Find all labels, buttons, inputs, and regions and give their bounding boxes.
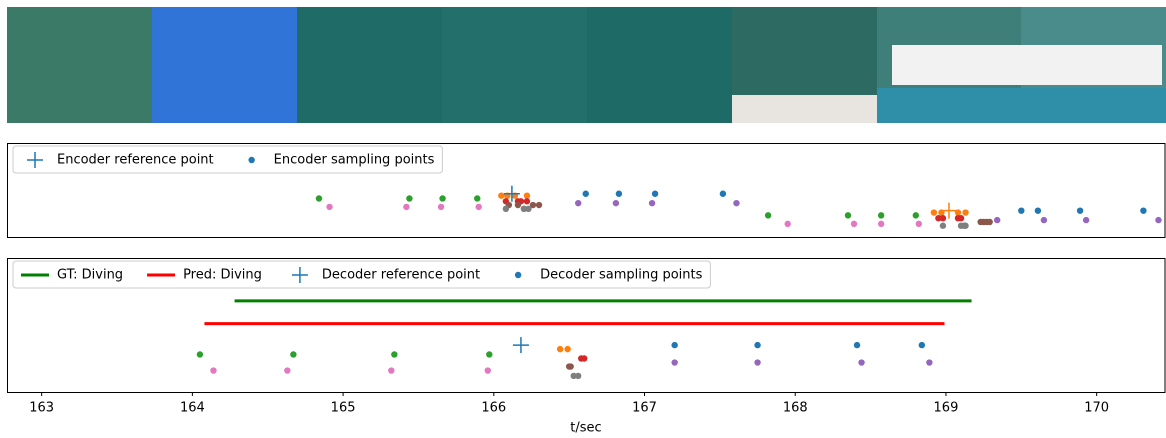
- sampling-point: [474, 195, 480, 201]
- sampling-point: [931, 209, 937, 215]
- sampling-point: [851, 221, 857, 227]
- sampling-point: [916, 221, 922, 227]
- frame: [152, 7, 297, 123]
- video-frames: [7, 7, 1166, 123]
- sampling-point: [986, 219, 992, 225]
- sampling-point: [581, 355, 587, 361]
- sampling-point: [290, 351, 296, 357]
- legend-label: Decoder reference point: [322, 268, 480, 283]
- frame: [297, 7, 442, 123]
- sampling-point: [1077, 207, 1083, 213]
- sampling-point: [652, 191, 658, 197]
- sampling-point: [962, 223, 968, 229]
- frame: [587, 7, 732, 123]
- sampling-point: [1155, 217, 1161, 223]
- sampling-point: [1083, 217, 1089, 223]
- sampling-point: [536, 202, 542, 208]
- x-tick-label: 170: [1084, 401, 1109, 416]
- sampling-point: [210, 367, 216, 373]
- x-axis-label: t/sec: [570, 421, 601, 436]
- sampling-point: [878, 221, 884, 227]
- frame-banner: [732, 95, 877, 123]
- sampling-point: [671, 359, 677, 365]
- x-tick-label: 163: [29, 401, 54, 416]
- sampling-point: [438, 204, 444, 210]
- chart: t/sec Encoder reference point Encoder sam…: [0, 0, 1166, 438]
- reference-point: [513, 337, 529, 353]
- sampling-point: [406, 195, 412, 201]
- sampling-point: [854, 342, 860, 348]
- legend-marker: [515, 272, 521, 278]
- page: t/sec Encoder reference point Encoder sam…: [0, 0, 1166, 438]
- sampling-point: [391, 351, 397, 357]
- sampling-point: [564, 346, 570, 352]
- x-tick-label: 168: [783, 401, 808, 416]
- sampling-point: [926, 359, 932, 365]
- sampling-point: [525, 206, 531, 212]
- sampling-point: [940, 215, 946, 221]
- sampling-point: [486, 351, 492, 357]
- sampling-point: [720, 191, 726, 197]
- sampling-point: [613, 200, 619, 206]
- sampling-point: [913, 212, 919, 218]
- sampling-point: [197, 351, 203, 357]
- sampling-point: [1041, 217, 1047, 223]
- x-tick-label: 166: [481, 401, 506, 416]
- sampling-point: [439, 195, 445, 201]
- sampling-point: [940, 223, 946, 229]
- sampling-point: [498, 192, 504, 198]
- sampling-point: [733, 200, 739, 206]
- legend-marker: [248, 157, 254, 163]
- sampling-point: [403, 204, 409, 210]
- sampling-point: [765, 212, 771, 218]
- legend-label: Encoder sampling points: [274, 153, 435, 168]
- sampling-point: [515, 202, 521, 208]
- sampling-point: [284, 367, 290, 373]
- sampling-point: [524, 192, 530, 198]
- legend-label: GT: Diving: [57, 268, 123, 283]
- sampling-point: [524, 198, 530, 204]
- sampling-point: [858, 359, 864, 365]
- legend-label: Encoder reference point: [57, 153, 214, 168]
- sampling-point: [785, 221, 791, 227]
- sampling-point: [878, 212, 884, 218]
- sampling-point: [557, 346, 563, 352]
- sampling-point: [616, 191, 622, 197]
- sampling-point: [754, 342, 760, 348]
- legend-label: Pred: Diving: [183, 268, 262, 283]
- frame-banner: [892, 45, 1162, 85]
- sampling-point: [503, 206, 509, 212]
- frame: [442, 7, 587, 123]
- sampling-point: [958, 215, 964, 221]
- sampling-point: [575, 200, 581, 206]
- sampling-point: [919, 342, 925, 348]
- sampling-point: [754, 359, 760, 365]
- sampling-point: [485, 367, 491, 373]
- sampling-point: [1140, 207, 1146, 213]
- sampling-point: [1018, 207, 1024, 213]
- sampling-point: [845, 212, 851, 218]
- sampling-point: [962, 209, 968, 215]
- sampling-point: [388, 367, 394, 373]
- x-tick-label: 164: [180, 401, 205, 416]
- sampling-point: [567, 363, 573, 369]
- sampling-point: [583, 191, 589, 197]
- sampling-point: [1035, 207, 1041, 213]
- x-tick-label: 167: [632, 401, 657, 416]
- sampling-point: [326, 204, 332, 210]
- legend-label: Decoder sampling points: [540, 268, 702, 283]
- sampling-point: [649, 200, 655, 206]
- sampling-point: [476, 204, 482, 210]
- sampling-point: [994, 217, 1000, 223]
- sampling-point: [671, 342, 677, 348]
- sampling-point: [575, 373, 581, 379]
- x-tick-label: 169: [934, 401, 959, 416]
- frame-water: [877, 88, 1166, 123]
- x-tick-label: 165: [331, 401, 356, 416]
- sampling-point: [316, 195, 322, 201]
- frame: [7, 7, 152, 123]
